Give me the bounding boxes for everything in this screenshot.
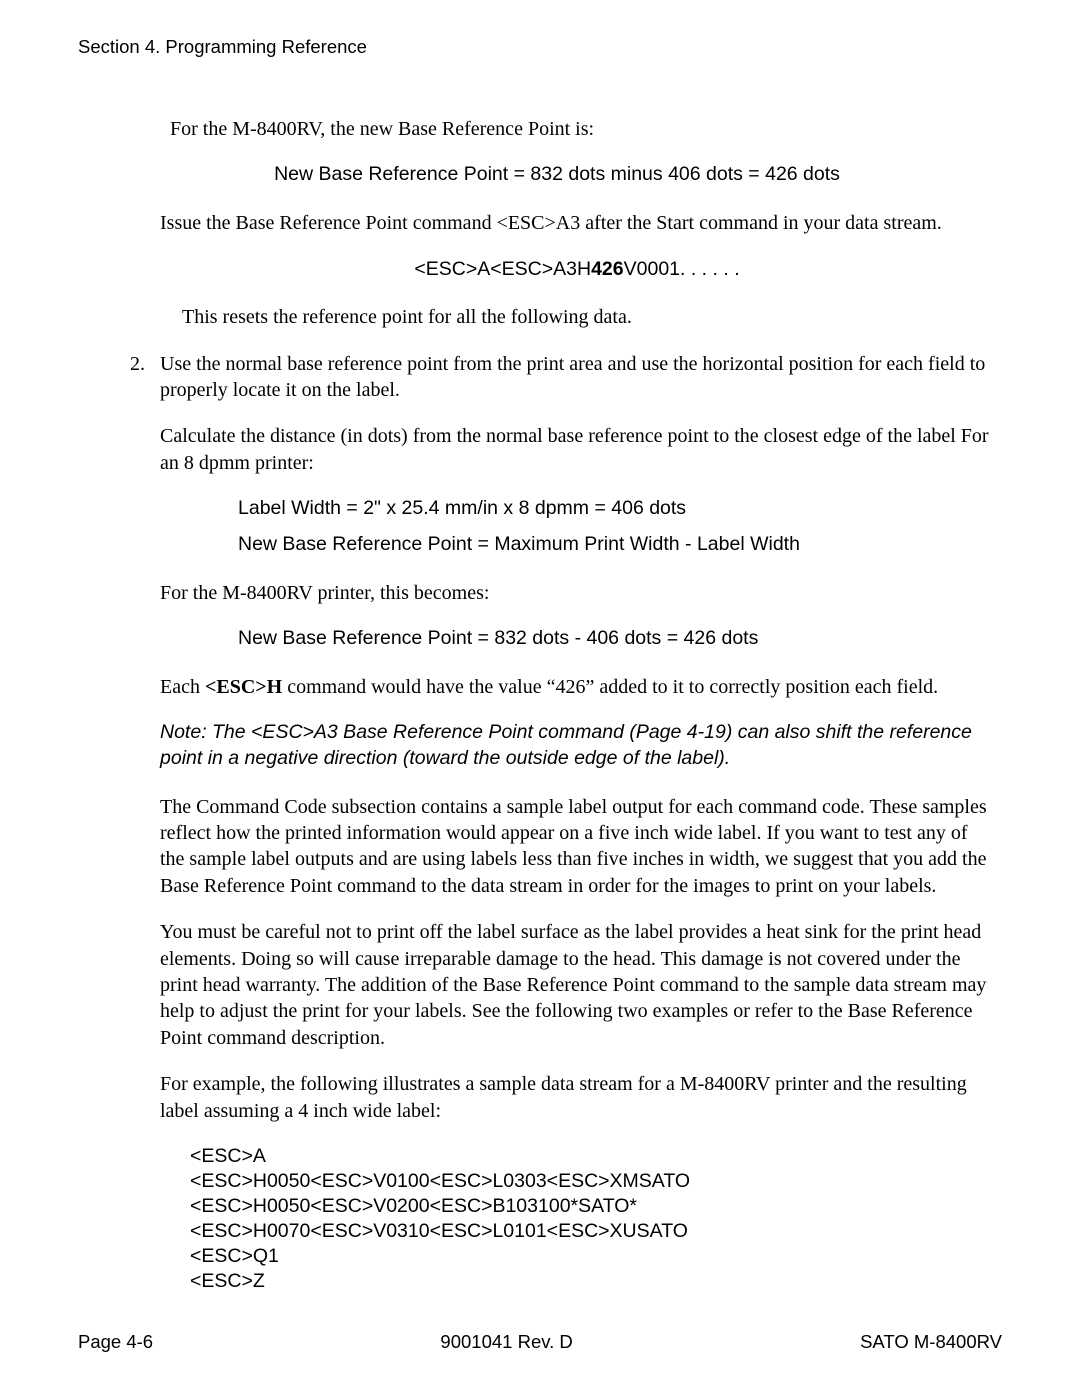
code-fragment-bold: 426 [591, 258, 624, 280]
paragraph: For example, the following illustrates a… [160, 1071, 994, 1124]
code-block: <ESC>A <ESC>H0050<ESC>V0100<ESC>L0303<ES… [190, 1144, 994, 1294]
code-fragment: V0001. . . . . . [624, 258, 740, 280]
text-fragment-bold: <ESC>H [205, 676, 282, 698]
page-footer: Page 4-6 9001041 Rev. D SATO M-8400RV [78, 1331, 1002, 1353]
code-line: <ESC>H0050<ESC>V0100<ESC>L0303<ESC>XMSAT… [190, 1169, 994, 1194]
paragraph: For the M-8400RV, the new Base Reference… [170, 116, 994, 142]
paragraph: This resets the reference point for all … [182, 304, 994, 330]
code-line: <ESC>H0050<ESC>V0200<ESC>B103100*SATO* [190, 1194, 994, 1219]
code-line: <ESC>Z [190, 1269, 994, 1294]
equation-line: New Base Reference Point = 832 dots - 40… [238, 626, 994, 652]
paragraph: Each <ESC>H command would have the value… [160, 674, 994, 700]
equation-line: New Base Reference Point = Maximum Print… [238, 532, 994, 558]
equation-line: New Base Reference Point = 832 dots minu… [120, 162, 994, 188]
paragraph: The Command Code subsection contains a s… [160, 794, 994, 900]
section-header: Section 4. Programming Reference [78, 36, 1002, 58]
footer-page-number: Page 4-6 [78, 1331, 153, 1353]
code-line: <ESC>A [190, 1144, 994, 1169]
item-text: Use the normal base reference point from… [160, 351, 994, 404]
numbered-item: 2. Use the normal base reference point f… [130, 351, 994, 404]
item-number: 2. [130, 351, 160, 404]
paragraph: Issue the Base Reference Point command <… [160, 210, 994, 236]
paragraph: You must be careful not to print off the… [160, 919, 994, 1051]
note-paragraph: Note: The <ESC>A3 Base Reference Point c… [160, 720, 994, 771]
code-line: <ESC>A<ESC>A3H426V0001. . . . . . [160, 257, 994, 283]
code-fragment: <ESC>A<ESC>A3H [414, 258, 591, 280]
paragraph: Calculate the distance (in dots) from th… [160, 423, 994, 476]
code-line: <ESC>H0070<ESC>V0310<ESC>L0101<ESC>XUSAT… [190, 1219, 994, 1244]
page-content: For the M-8400RV, the new Base Reference… [160, 116, 994, 1294]
footer-doc-rev: 9001041 Rev. D [440, 1331, 572, 1353]
paragraph: For the M-8400RV printer, this becomes: [160, 580, 994, 606]
text-fragment: command would have the value “426” added… [282, 676, 938, 698]
footer-product: SATO M-8400RV [860, 1331, 1002, 1353]
text-fragment: Each [160, 676, 205, 698]
code-line: <ESC>Q1 [190, 1244, 994, 1269]
equation-line: Label Width = 2" x 25.4 mm/in x 8 dpmm =… [238, 496, 994, 522]
